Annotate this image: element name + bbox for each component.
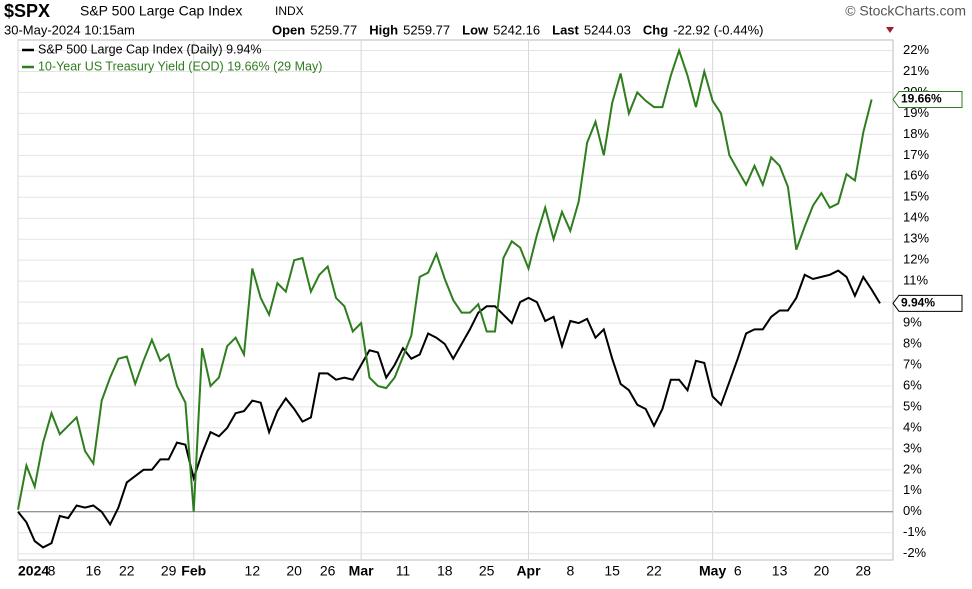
y-tick-label: 3% [903,440,922,455]
index-name: S&P 500 Large Cap Index [80,3,242,19]
y-tick-label: 12% [903,252,929,267]
x-tick-label: 18 [437,563,453,579]
quote-label: Last [552,22,579,37]
x-tick-label: 16 [86,563,102,579]
x-tick-label: 22 [119,563,135,579]
x-tick-label: 8 [48,563,56,579]
quote-label: High [369,22,398,37]
x-tick-label: Feb [181,563,206,579]
x-tick-label: 8 [566,563,574,579]
y-tick-label: 0% [903,503,922,518]
x-tick-label: 28 [855,563,871,579]
legend-label: S&P 500 Large Cap Index (Daily) 9.94% [38,42,262,56]
quote-value: 5259.77 [310,22,357,37]
y-tick-label: 15% [903,189,929,204]
y-tick-label: 9% [903,315,922,330]
y-tick-label: -1% [903,524,927,539]
y-tick-label: 2% [903,461,922,476]
x-tick-label: May [699,563,726,579]
y-tick-label: 22% [903,42,929,57]
x-tick-label: 26 [320,563,336,579]
end-label: 19.66% [901,92,942,106]
plot-frame [17,39,894,561]
x-tick-label: 29 [161,563,177,579]
datetime: 30-May-2024 10:15am [4,22,135,37]
y-tick-label: 14% [903,210,929,225]
series-line [17,269,881,549]
y-tick-label: 6% [903,377,922,392]
quote-value: 5259.77 [403,22,450,37]
y-tick-label: 4% [903,419,922,434]
x-tick-label: 12 [245,563,261,579]
credit: © StockCharts.com [845,3,966,19]
x-tick-label: Apr [516,563,541,579]
x-tick-label: 2024 [18,563,49,579]
series-line [17,47,873,512]
y-tick-label: 18% [903,126,929,141]
x-tick-label: 6 [734,563,742,579]
y-tick-label: 1% [903,482,922,497]
y-tick-label: -2% [903,545,927,560]
x-tick-label: 11 [396,563,411,579]
quote-value: 5244.03 [584,22,631,37]
exchange: INDX [275,4,304,18]
x-tick-label: 22 [646,563,662,579]
x-tick-label: 20 [814,563,830,579]
legend-label: 10-Year US Treasury Yield (EOD) 19.66% (… [38,59,322,73]
y-tick-label: 11% [903,273,928,288]
x-tick-label: Mar [349,563,374,579]
quote-value: -22.92 (-0.44%) [673,22,763,37]
x-tick-label: 25 [479,563,495,579]
x-tick-label: 20 [286,563,302,579]
y-tick-label: 13% [903,231,929,246]
quote-label: Low [462,22,489,37]
down-arrow [886,27,894,33]
y-tick-label: 19% [903,105,929,120]
quote-label: Chg [643,22,668,37]
x-tick-label: 13 [772,563,788,579]
y-tick-label: 7% [903,356,922,371]
symbol: $SPX [4,1,50,21]
y-tick-label: 8% [903,335,922,350]
x-tick-label: 15 [604,563,620,579]
end-label-box [892,294,963,312]
quote-label: Open [272,22,305,37]
y-tick-label: 16% [903,168,929,183]
quote-value: 5242.16 [493,22,540,37]
y-tick-label: 21% [903,63,929,78]
end-label: 9.94% [901,296,935,310]
y-tick-label: 5% [903,398,922,413]
end-label-box [892,91,963,109]
y-tick-label: 17% [903,147,929,162]
